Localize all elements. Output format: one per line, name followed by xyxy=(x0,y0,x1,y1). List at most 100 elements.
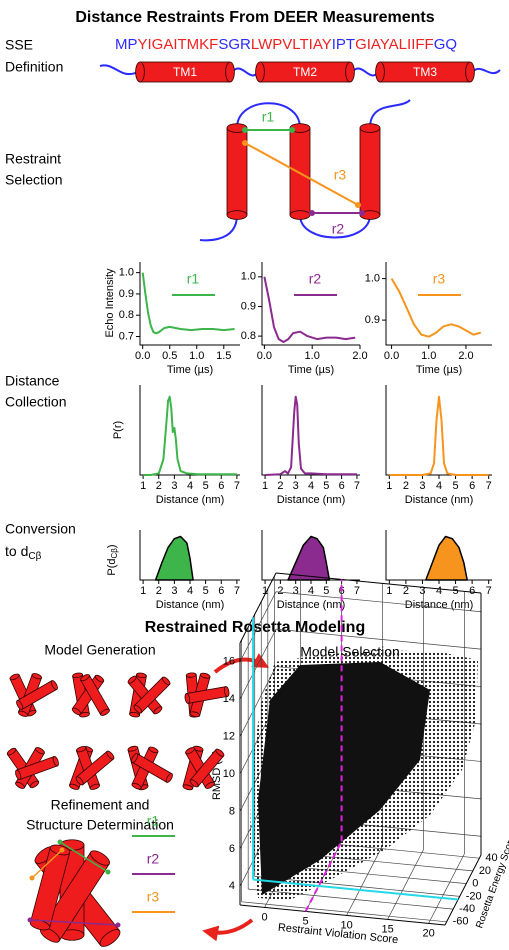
x-tick-label: 1 xyxy=(386,585,392,597)
legend-label: r1 xyxy=(147,813,160,829)
section-label: Collection xyxy=(5,394,66,410)
y-tick-label: 40 xyxy=(485,852,497,864)
cylinder-cap xyxy=(189,779,199,788)
panel-title: Structure Determination xyxy=(26,817,174,833)
x-tick-label: 5 xyxy=(303,915,309,927)
cylinder-cap xyxy=(99,929,121,947)
x-tick-label: 5 xyxy=(323,480,329,492)
label-part: ) xyxy=(106,544,118,548)
spin-label xyxy=(242,127,248,133)
cylinder-cap xyxy=(225,61,235,83)
x-tick-label: 2 xyxy=(277,585,283,597)
x-tick-label: 2.0 xyxy=(352,350,367,362)
y-tick-label: 0.8 xyxy=(241,330,256,342)
restraint-label: r1 xyxy=(262,109,275,125)
point-cloud-core xyxy=(258,662,430,895)
helix-label: TM1 xyxy=(173,65,197,79)
cylinder-cap xyxy=(359,123,381,133)
cylinder-body xyxy=(359,127,381,216)
helix-cylinder xyxy=(189,748,225,788)
restraint-line xyxy=(59,841,109,873)
cylinder-cap xyxy=(50,680,58,690)
cylinder-cap xyxy=(161,676,171,686)
sequence-segment: LWPVLTIAY xyxy=(251,36,332,53)
section-label: Distance xyxy=(5,373,60,389)
grid-line xyxy=(346,845,383,916)
cylinder-cap xyxy=(184,693,191,704)
cylinder-cap xyxy=(465,61,475,83)
helix-cylinder xyxy=(375,61,475,83)
legend-label: r3 xyxy=(433,271,446,287)
legend-label: r3 xyxy=(147,889,160,905)
x-tick-label: 0.0 xyxy=(135,350,150,362)
cylinder-cap xyxy=(131,753,139,763)
cylinder-cap xyxy=(18,710,29,717)
spin-label xyxy=(57,839,63,845)
x-tick-label: 2 xyxy=(403,585,409,597)
x-tick-label: 5 xyxy=(203,585,209,597)
x-tick-label: 2 xyxy=(156,585,162,597)
helix-label: TM2 xyxy=(293,65,317,79)
x-tick-label: 3 xyxy=(293,585,299,597)
x-tick-label: 1 xyxy=(262,585,268,597)
z-tick-label: 8 xyxy=(229,805,235,817)
x-tick-label: 0.0 xyxy=(384,350,399,362)
helix-cylinder xyxy=(131,753,173,783)
sequence-segment: IPT xyxy=(332,36,355,53)
cylinder-cap xyxy=(72,672,83,679)
helix-cylinder xyxy=(255,61,355,83)
axis-line xyxy=(139,385,240,476)
y-tick-label: 1.0 xyxy=(241,271,256,283)
x-tick-label: 0.0 xyxy=(257,350,272,362)
grid-line xyxy=(387,849,424,920)
area xyxy=(154,535,194,581)
arrow xyxy=(202,918,254,942)
restraint-line xyxy=(31,849,63,879)
y-tick-label: -20 xyxy=(466,890,482,902)
spin-label xyxy=(115,922,121,928)
plot-frame xyxy=(444,854,482,926)
loop xyxy=(99,64,501,77)
sequence-segment: YIGAITMKF xyxy=(138,36,219,53)
cylinder-cap xyxy=(127,675,137,684)
x-tick-label: 6 xyxy=(339,480,345,492)
y-tick-label: 1.0 xyxy=(365,273,380,285)
x-tick-label: 5 xyxy=(453,480,459,492)
line xyxy=(389,395,489,476)
spin-label xyxy=(29,875,35,881)
restraint-label: r3 xyxy=(334,167,347,183)
panel-title: Refinement and xyxy=(51,797,150,813)
section-label: SSE xyxy=(5,37,33,53)
y-tick-label: 0.9 xyxy=(365,314,380,326)
x-tick-label: 4 xyxy=(308,585,314,597)
helix-cylinder xyxy=(75,750,115,786)
sequence-segment: GQ xyxy=(434,36,457,53)
area xyxy=(287,535,331,581)
line xyxy=(263,276,356,343)
x-tick-label: 1.0 xyxy=(421,350,436,362)
x-tick-label: 7 xyxy=(354,585,360,597)
x-axis-label: Distance (nm) xyxy=(156,494,224,506)
sequence-segment: SGR xyxy=(218,36,251,53)
grid-line xyxy=(241,901,447,923)
cylinder-cap xyxy=(345,61,355,83)
x-tick-label: 20 xyxy=(422,927,434,939)
cylinder-cap xyxy=(35,747,45,755)
cylinder-cap xyxy=(226,210,248,220)
section-label: Selection xyxy=(5,172,63,188)
x-tick-label: 7 xyxy=(354,480,360,492)
cylinder-cap xyxy=(131,782,142,790)
x-tick-label: 7 xyxy=(486,585,492,597)
cylinder-cap xyxy=(199,672,211,679)
x-tick-label: 4 xyxy=(187,585,193,597)
section-label: Conversion xyxy=(5,521,76,537)
cylinder-cap xyxy=(135,61,145,83)
spin-label xyxy=(289,127,295,133)
y-tick-label: 0 xyxy=(472,878,478,890)
y-axis-label: Rosetta Energy Score xyxy=(474,834,509,930)
z-tick-label: 12 xyxy=(223,730,235,742)
y-tick-label: 0.8 xyxy=(119,309,134,321)
cylinder-cap xyxy=(133,704,143,714)
sequence: MPYIGAITMKFSGRLWPVLTIAYIPTGIAYALIIFFGQ xyxy=(115,36,457,53)
